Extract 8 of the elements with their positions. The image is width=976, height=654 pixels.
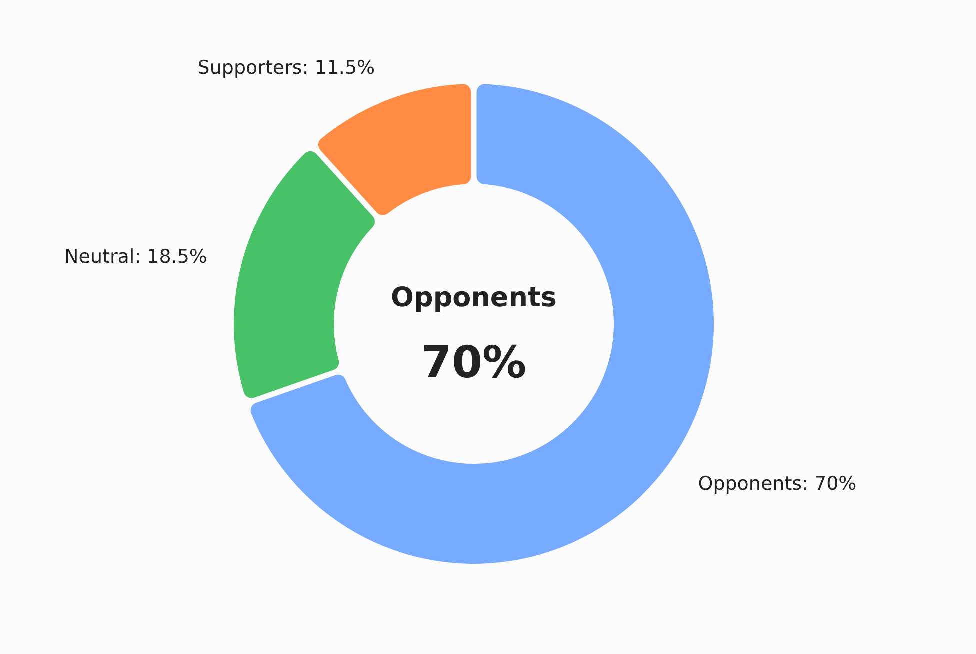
slice-label: Supporters — [198, 57, 302, 80]
text: Opponents — [391, 282, 557, 314]
slice-label: Neutral — [64, 246, 135, 268]
data-label: : 70% — [802, 472, 857, 495]
data-label: : 18.5% — [134, 246, 208, 268]
text: 70% — [421, 337, 527, 388]
data-label: : 11.5% — [302, 57, 376, 80]
slice-label: Opponents — [698, 472, 802, 495]
